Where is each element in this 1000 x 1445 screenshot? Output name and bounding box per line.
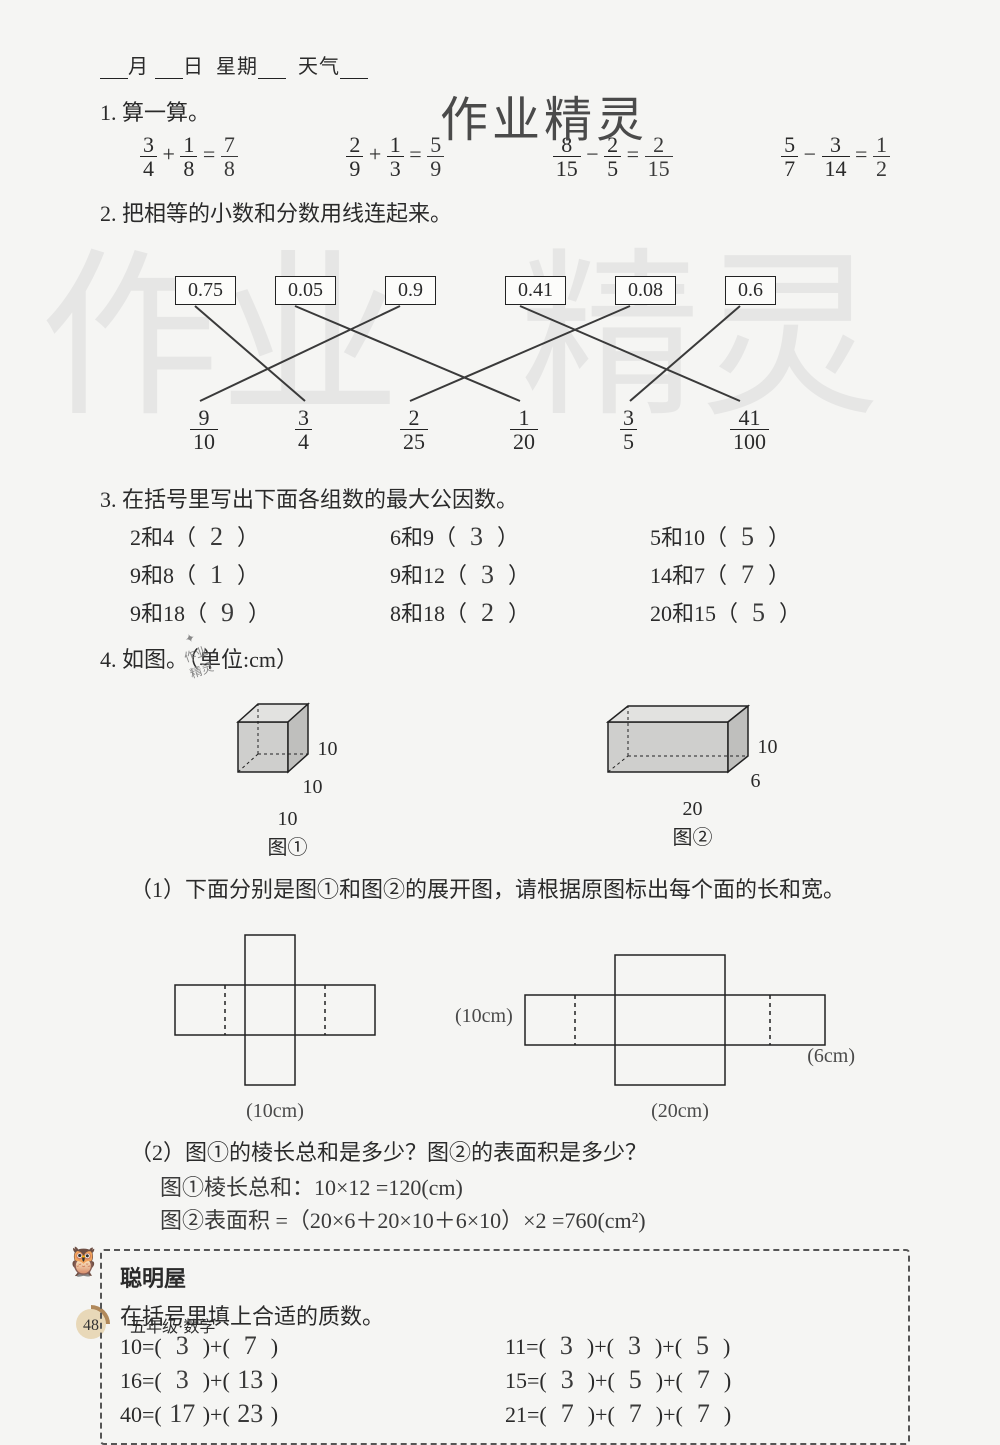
gcf-item: 8和18（ 2 ） bbox=[390, 596, 650, 628]
fig2-d: 6 bbox=[751, 770, 761, 793]
gcf-item: 9和8（ 1 ） bbox=[130, 558, 390, 590]
fig2-label: 图② bbox=[593, 821, 793, 850]
fig1-label: 图① bbox=[218, 831, 358, 860]
nets-row: (10cm) (10cm) (20cm) (6cm) bbox=[100, 925, 910, 1123]
q2-title: 2. 把相等的小数和分数用线连起来。 bbox=[100, 196, 910, 228]
decimal-box: 0.08 bbox=[615, 276, 676, 305]
net-2: (10cm) (20cm) (6cm) bbox=[515, 945, 845, 1123]
gcf-item: 2和4（ 2 ） bbox=[130, 520, 390, 552]
q1-expression: 29 + 13 = 59 bbox=[346, 133, 444, 180]
gcf-item: 20和15（ 5 ） bbox=[650, 596, 910, 628]
date-line: 月 日 星期 天气 bbox=[100, 50, 368, 79]
q4-sub1: （1）下面分别是图①和图②的展开图，请根据原图标出每个面的长和宽。 bbox=[100, 872, 910, 907]
handwritten-title: 作业精灵 bbox=[440, 80, 648, 150]
weekday-label: 星期 bbox=[216, 56, 258, 78]
q4-figures: 10 10 10 图① 10 bbox=[100, 692, 910, 860]
fig2-h: 10 bbox=[758, 736, 778, 759]
prime-sum-item: 21=( 7 )+( 7 )+( 7 ) bbox=[505, 1399, 890, 1429]
decimal-box: 0.41 bbox=[505, 276, 566, 305]
net-1: (10cm) bbox=[165, 925, 385, 1123]
fraction-value: 35 bbox=[620, 406, 637, 453]
net1-dim: (10cm) bbox=[165, 1100, 385, 1123]
sticker-icon: ✦作业精灵 bbox=[160, 622, 237, 699]
decimal-box: 0.9 bbox=[385, 276, 436, 305]
q2-area: 0.75 0.05 0.9 0.41 0.08 0.6 910 34 225 120 35 4110… bbox=[100, 236, 910, 466]
smart-box: 🦉 聪明屋 在括号里填上合适的质数。 10=( 3 )+( 7 )11=( 3 … bbox=[100, 1249, 910, 1445]
fraction-value: 41100 bbox=[730, 406, 769, 453]
gcf-item: 5和10（ 5 ） bbox=[650, 520, 910, 552]
fraction-value: 120 bbox=[510, 406, 538, 453]
prime-sum-item: 40=( 17 )+( 23 ) bbox=[120, 1399, 505, 1429]
prime-sum-item: 15=( 3 )+( 5 )+( 7 ) bbox=[505, 1365, 890, 1395]
gcf-item: 9和18（ 9 ） bbox=[130, 596, 390, 628]
owl-icon: 🦉 bbox=[66, 1245, 101, 1279]
weather-label: 天气 bbox=[298, 56, 340, 78]
net2-h: (10cm) bbox=[455, 1005, 513, 1028]
q4-work-1: 图①棱长总和：10×12 =120(cm) bbox=[100, 1171, 910, 1204]
decimal-box: 0.75 bbox=[175, 276, 236, 305]
decimal-box: 0.05 bbox=[275, 276, 336, 305]
q3-title: 3. 在括号里写出下面各组数的最大公因数。 bbox=[100, 482, 910, 514]
fraction-value: 910 bbox=[190, 406, 218, 453]
q3-grid: 2和4（ 2 ）6和9（ 3 ）5和10（ 5 ） 9和8（ 1 ）9和12（ 3… bbox=[100, 520, 910, 628]
page-number: 48 bbox=[83, 1317, 99, 1334]
q4-sub2: （2）图①的棱长总和是多少？图②的表面积是多少？ bbox=[100, 1135, 910, 1170]
smart-instruction: 在括号里填上合适的质数。 bbox=[120, 1299, 890, 1331]
q2-lines bbox=[100, 236, 910, 466]
net2-w: (20cm) bbox=[515, 1100, 845, 1123]
fraction-value: 34 bbox=[295, 406, 312, 453]
fig1-h: 10 bbox=[318, 738, 338, 761]
fraction-value: 225 bbox=[400, 406, 428, 453]
figure-2: 10 6 20 图② bbox=[593, 692, 793, 860]
fig2-w: 20 bbox=[593, 798, 793, 821]
gcf-item: 14和7（ 7 ） bbox=[650, 558, 910, 590]
q1-expression: 34 + 18 = 78 bbox=[140, 133, 238, 180]
prime-sum-item: 16=( 3 )+( 13 ) bbox=[120, 1365, 505, 1395]
day-label: 日 bbox=[183, 56, 204, 78]
gcf-item: 6和9（ 3 ） bbox=[390, 520, 650, 552]
gcf-item: 9和12（ 3 ） bbox=[390, 558, 650, 590]
month-label: 月 bbox=[128, 56, 149, 78]
decimal-box: 0.6 bbox=[725, 276, 776, 305]
prime-sum-item: 10=( 3 )+( 7 ) bbox=[120, 1331, 505, 1361]
net2-d: (6cm) bbox=[807, 1045, 855, 1068]
q4-work-2: 图②表面积 =（20×6＋20×10＋6×10）×2 =760(cm²) bbox=[100, 1204, 910, 1237]
fig1-d: 10 bbox=[303, 776, 323, 799]
prime-sum-item: 11=( 3 )+( 3 )+( 5 ) bbox=[505, 1331, 890, 1361]
q1-expression: 57 − 314 = 12 bbox=[781, 133, 890, 180]
smart-heading: 聪明屋 bbox=[120, 1261, 890, 1293]
figure-1: 10 10 10 图① bbox=[218, 692, 358, 860]
fig1-w: 10 bbox=[218, 808, 358, 831]
